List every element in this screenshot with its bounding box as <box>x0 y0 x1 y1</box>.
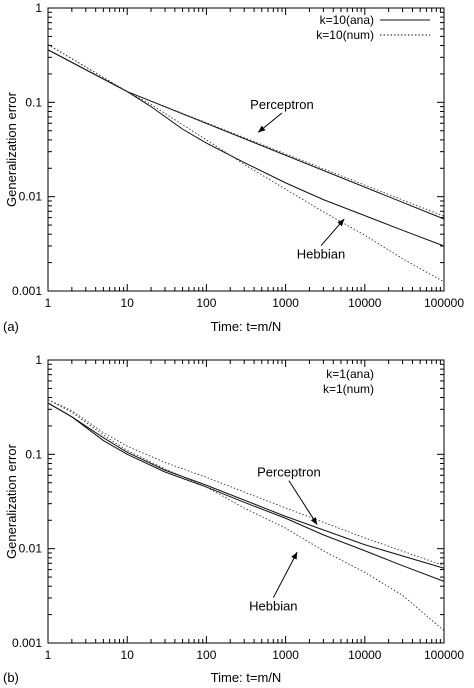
x-tick-label: 1 <box>45 648 52 662</box>
x-tick-label: 10000 <box>348 648 382 662</box>
annotation-arrow-head <box>310 517 318 525</box>
series-line-hebbian-solid <box>47 49 445 247</box>
annotation-arrow-head <box>258 125 266 133</box>
y-tick-label: 0.1 <box>25 95 42 109</box>
y-tick-label: 0.1 <box>25 447 42 461</box>
legend-label: k=1(num) <box>323 382 374 396</box>
x-tick-label: 10 <box>121 296 135 310</box>
x-axis-label: Time: t=m/N <box>211 319 282 334</box>
y-tick-label: 0.001 <box>12 636 42 650</box>
x-tick-label: 100000 <box>424 296 464 310</box>
panel-label: (a) <box>3 319 19 334</box>
x-tick-label: 1000 <box>272 296 299 310</box>
annotation-arrow-line <box>288 480 318 525</box>
x-axis-label: Time: t=m/N <box>211 670 282 685</box>
plot-frame <box>47 7 445 292</box>
y-tick-label: 0.01 <box>19 542 43 556</box>
series-line-perceptron-dotted <box>47 399 445 567</box>
plot-frame <box>47 359 445 644</box>
series-line-perceptron-solid <box>47 49 445 220</box>
annotation-hebbian: Hebbian <box>249 599 297 614</box>
legend-label: k=1(ana) <box>326 367 374 381</box>
y-tick-label: 0.01 <box>19 190 43 204</box>
annotation-perceptron: Perceptron <box>250 97 314 112</box>
series-line-hebbian-dotted <box>47 399 445 632</box>
x-tick-label: 100 <box>196 296 216 310</box>
y-axis-label: Generalization error <box>4 443 19 559</box>
annotation-arrow-head <box>291 552 298 560</box>
legend-label: k=10(num) <box>316 28 374 42</box>
series-line-perceptron-dotted <box>47 44 445 217</box>
x-tick-label: 1000 <box>272 648 299 662</box>
annotation-perceptron: Perceptron <box>257 465 321 480</box>
series-line-perceptron-solid <box>47 402 445 569</box>
y-tick-label: 1 <box>35 353 42 367</box>
legend-label: k=10(ana) <box>320 13 374 27</box>
x-tick-label: 100 <box>196 648 216 662</box>
series-line-hebbian-solid <box>47 402 445 582</box>
panel-label: (b) <box>3 670 19 685</box>
annotation-arrow-head <box>337 218 345 227</box>
chart-panel-a: 1 10 100 1000 10000 100000 0.001 0.01 0.1 1 Perce… <box>3 1 464 334</box>
y-tick-label: 0.001 <box>12 284 42 298</box>
x-tick-label: 10 <box>121 648 135 662</box>
y-axis-label: Generalization error <box>4 91 19 207</box>
y-tick-label: 1 <box>35 1 42 15</box>
chart-panel-b: 1 10 100 1000 10000 100000 0.001 0.01 0.1 1 Perce… <box>3 353 464 685</box>
annotation-arrow-line <box>272 551 298 598</box>
x-tick-label: 10000 <box>348 296 382 310</box>
annotation-hebbian: Hebbian <box>297 247 345 262</box>
x-tick-label: 100000 <box>424 648 464 662</box>
x-tick-label: 1 <box>45 296 52 310</box>
